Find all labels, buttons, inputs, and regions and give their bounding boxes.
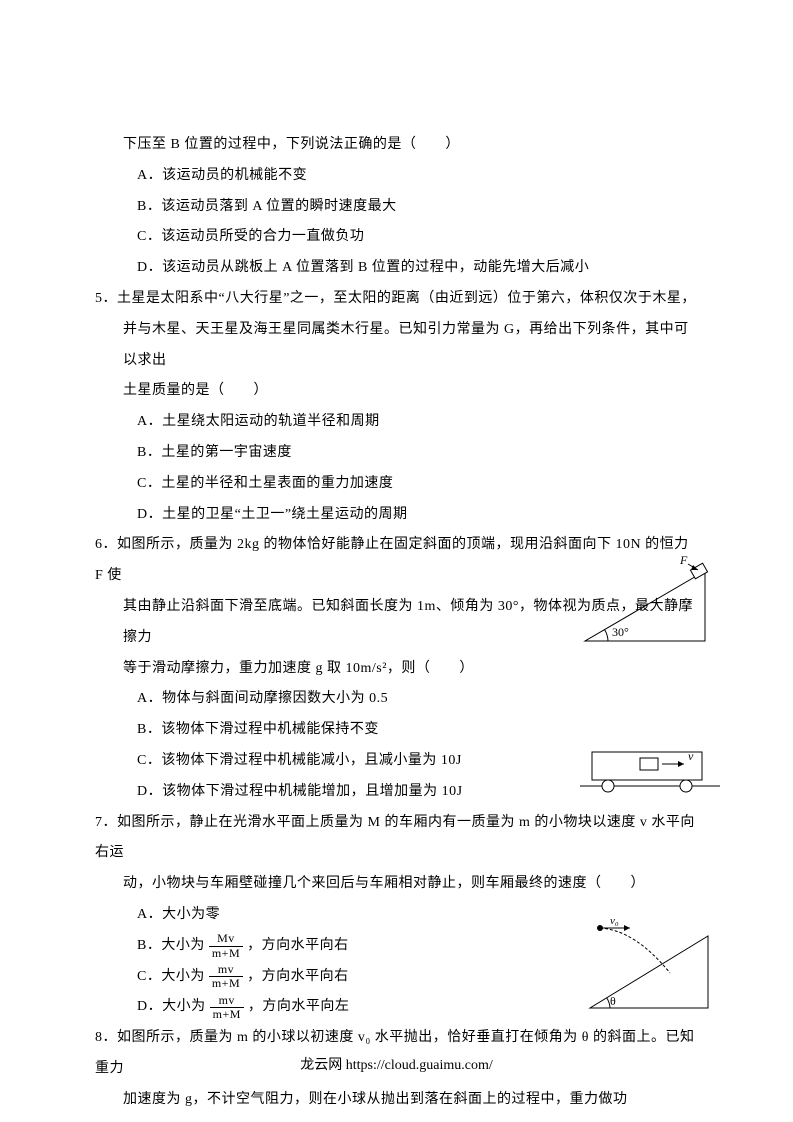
q7-d-frac: mvm+M	[210, 994, 244, 1021]
q5-option-a: A．土星绕太阳运动的轨道半径和周期	[95, 407, 698, 438]
q5-option-d: D．土星的卫星“土卫一”绕土星运动的周期	[95, 500, 698, 531]
q5-stem1: 土星是太阳系中“八大行星”之一，至太阳的距离（由近到远）位于第六，体积仅次于木星…	[117, 291, 696, 306]
q7-b-post: ，方向水平向右	[247, 931, 349, 962]
q4-option-b: B．该运动员落到 A 位置的瞬时速度最大	[95, 192, 698, 223]
q7-figure: v	[580, 744, 720, 794]
q7-d-pre: D．大小为	[137, 992, 206, 1023]
q7-c-pre: C．大小为	[137, 962, 205, 993]
q4-option-c: C．该运动员所受的合力一直做负功	[95, 222, 698, 253]
q5-stem2: 并与木星、天王星及海王星同属类木行星。已知引力常量为 G，再给出下列条件，其中可…	[95, 315, 698, 377]
q6-number: 6．	[95, 537, 117, 552]
q4-option-d: D．该运动员从跳板上 A 位置落到 B 位置的过程中，动能先增大后减小	[95, 253, 698, 284]
q6-option-a: A．物体与斜面间动摩擦因数大小为 0.5	[95, 684, 698, 715]
q7-line1: 7．如图所示，静止在光滑水平面上质量为 M 的车厢内有一质量为 m 的小物块以速…	[95, 808, 698, 870]
q5-line1: 5．土星是太阳系中“八大行星”之一，至太阳的距离（由近到远）位于第六，体积仅次于…	[95, 284, 698, 315]
q7-b-pre: B．大小为	[137, 931, 205, 962]
q4-stem-tail: 下压至 B 位置的过程中，下列说法正确的是（ ）	[95, 130, 698, 161]
q8-stem2: 加速度为 g，不计空气阻力，则在小球从抛出到落在斜面上的过程中，重力做功	[95, 1085, 698, 1116]
q7-stem2: 动，小物块与车厢壁碰撞几个来回后与车厢相对静止，则车厢最终的速度（ ）	[95, 869, 698, 900]
q4-option-a: A．该运动员的机械能不变	[95, 161, 698, 192]
q7-c-frac: mvm+M	[209, 963, 243, 990]
q8-theta-label: θ	[610, 994, 616, 1008]
q6-figure: 30° F	[580, 556, 710, 646]
page-root: 下压至 B 位置的过程中，下列说法正确的是（ ） A．该运动员的机械能不变 B．…	[0, 0, 793, 1122]
q7-stem1: 如图所示，静止在光滑水平面上质量为 M 的车厢内有一质量为 m 的小物块以速度 …	[95, 815, 695, 861]
q7-number: 7．	[95, 815, 117, 830]
q6-force-label: F	[679, 556, 688, 567]
q5-stem3: 土星质量的是（ ）	[95, 376, 698, 407]
q6-option-b: B．该物体下滑过程中机械能保持不变	[95, 715, 698, 746]
q8-v0-label: v₀	[610, 918, 619, 927]
q8-number: 8．	[95, 1030, 117, 1045]
q5-number: 5．	[95, 291, 117, 306]
q7-d-post: ，方向水平向左	[248, 992, 350, 1023]
q6-stem3: 等于滑动摩擦力，重力加速度 g 取 10m/s²，则（ ）	[95, 654, 698, 685]
page-footer: 龙云网 https://cloud.guaimu.com/	[0, 1054, 793, 1074]
q7-c-post: ，方向水平向右	[247, 962, 349, 993]
q6-angle-label: 30°	[612, 625, 629, 639]
q7-v-label: v	[688, 749, 694, 763]
q5-option-c: C．土星的半径和土星表面的重力加速度	[95, 469, 698, 500]
q5-option-b: B．土星的第一宇宙速度	[95, 438, 698, 469]
q8-figure: θ v₀	[580, 918, 715, 1013]
q7-b-frac: Mvm+M	[209, 932, 243, 959]
